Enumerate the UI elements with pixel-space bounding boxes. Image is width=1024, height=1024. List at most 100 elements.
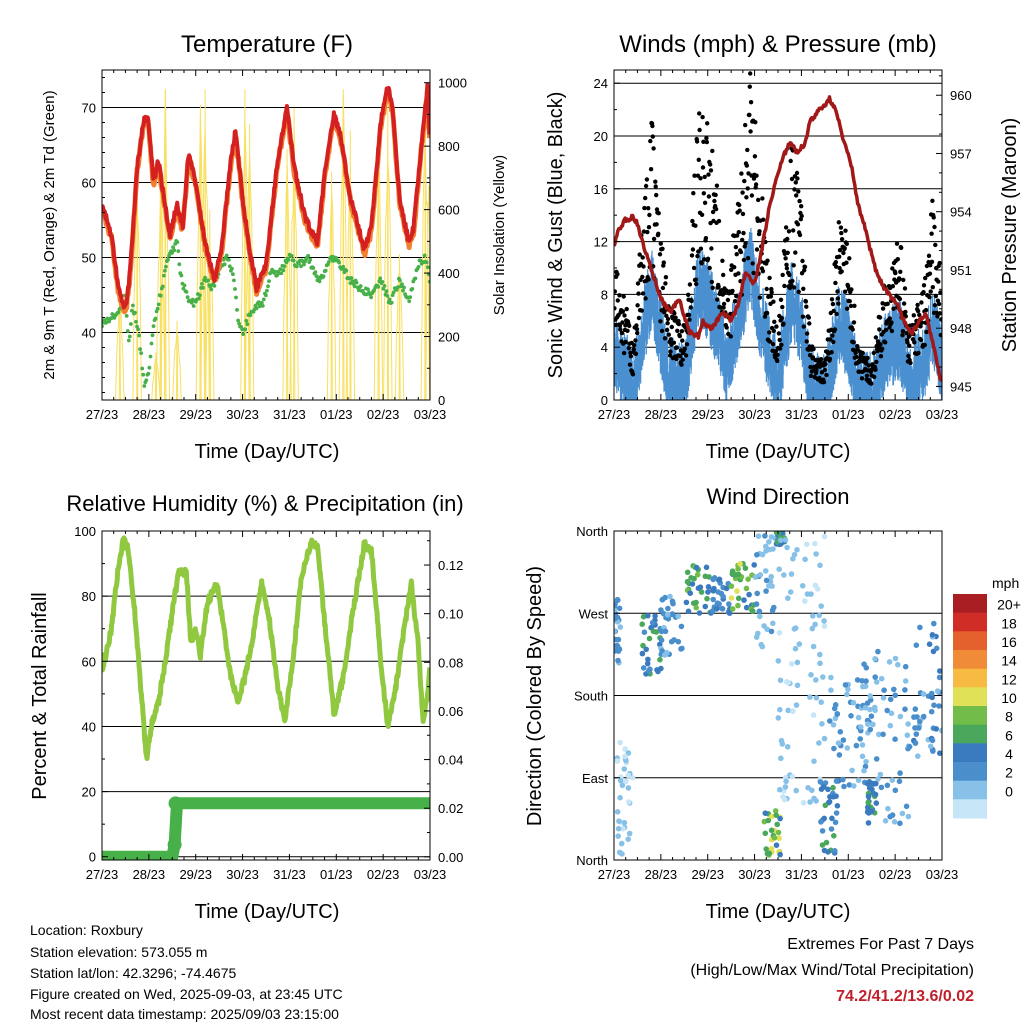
wind-direction-point xyxy=(818,819,824,825)
wind-direction-point xyxy=(646,635,653,642)
wind-direction-point xyxy=(906,743,913,750)
gust-point xyxy=(922,342,927,348)
humidity-panel: Relative Humidity (%) & Precipitation (i… xyxy=(29,491,464,923)
gust-point xyxy=(921,283,927,288)
gust-point xyxy=(927,294,932,300)
dewpoint-point xyxy=(279,271,284,276)
gust-point xyxy=(615,298,620,303)
dewpoint-point xyxy=(134,319,138,324)
dewpoint-point xyxy=(337,260,341,265)
gust-point xyxy=(938,290,942,295)
gust-point xyxy=(660,285,666,291)
wind-direction-point xyxy=(621,766,628,772)
gust-point xyxy=(841,250,846,256)
wind-direction-point xyxy=(753,601,760,607)
wind-direction-point xyxy=(867,726,874,733)
wind-direction-point xyxy=(802,598,808,604)
colorbar-swatch xyxy=(953,762,987,782)
wind-direction-point xyxy=(873,756,880,762)
wind-direction-point xyxy=(778,755,784,762)
wind-direction-point xyxy=(821,784,827,790)
dewpoint-point xyxy=(284,260,289,265)
gust-point xyxy=(782,283,787,289)
gust-point xyxy=(666,332,671,337)
temperature-panel: Temperature (F) Time (Day/UTC) 2m & 9m T… xyxy=(41,31,508,463)
wind-direction-point xyxy=(625,785,632,791)
wind-direction-point xyxy=(889,777,896,783)
gust-point xyxy=(636,315,642,321)
wind-direction-point xyxy=(823,839,830,846)
dewpoint-point xyxy=(241,332,246,337)
gust-point xyxy=(701,139,706,144)
wind-direction-point xyxy=(794,682,801,689)
wind-direction-point xyxy=(830,784,836,791)
gust-point xyxy=(653,184,658,189)
wind-direction-point xyxy=(876,731,882,738)
wind-direction-point xyxy=(792,645,799,652)
wind-direction-point xyxy=(880,695,887,701)
wind-direction-point xyxy=(763,846,769,852)
wind-direction-point xyxy=(614,607,617,614)
gust-point xyxy=(796,189,801,194)
wind-direction-point xyxy=(928,690,935,697)
gust-point xyxy=(750,261,755,266)
gust-point xyxy=(645,229,650,235)
wind-direction-point xyxy=(728,595,735,601)
gust-point xyxy=(851,320,857,325)
dewpoint-point xyxy=(278,267,283,271)
y-tick-label: 0 xyxy=(601,393,608,408)
gust-point xyxy=(929,231,934,236)
gust-point xyxy=(729,267,734,272)
gust-point xyxy=(706,194,712,199)
wind-direction-point xyxy=(884,707,890,714)
wind-direction-point xyxy=(887,696,894,703)
gust-point xyxy=(930,198,935,203)
gust-point xyxy=(787,272,792,278)
gust-point xyxy=(686,292,691,297)
gust-point xyxy=(794,193,799,198)
y-tick-label: 40 xyxy=(82,719,96,734)
wind-direction-point xyxy=(737,561,743,567)
dewpoint-point xyxy=(137,333,142,338)
x-tick-label: 02/23 xyxy=(367,407,400,422)
wind-direction-point xyxy=(787,589,794,595)
gust-point xyxy=(632,343,637,348)
wind-direction-point xyxy=(693,604,699,611)
gust-point xyxy=(641,264,646,269)
gust-point xyxy=(728,334,733,339)
wind-direction-point xyxy=(768,573,774,580)
gust-point xyxy=(676,321,682,327)
wind-direction-point xyxy=(859,753,866,760)
wind-direction-point xyxy=(819,828,826,834)
gust-point xyxy=(667,353,673,358)
wind-direction-point xyxy=(834,711,840,717)
gust-point xyxy=(643,183,649,189)
wind-direction-point xyxy=(690,600,697,606)
dewpoint-point xyxy=(261,297,266,302)
wind-direction-point xyxy=(808,672,814,678)
wind-direction-point xyxy=(684,578,691,585)
wind-direction-point xyxy=(777,786,783,793)
dewpoint-point xyxy=(294,264,299,269)
wind-direction-point xyxy=(934,688,941,694)
extremes-values: 74.2/41.2/13.6/0.02 xyxy=(836,988,974,1005)
wind-direction-point xyxy=(891,686,897,693)
wind-direction-point xyxy=(840,737,847,743)
dewpoint-point xyxy=(317,279,322,284)
wind-direction-point xyxy=(777,706,783,713)
gust-point xyxy=(823,361,828,367)
gust-point xyxy=(783,256,788,261)
dewpoint-point xyxy=(126,338,131,343)
gust-point xyxy=(732,265,737,270)
gust-point xyxy=(674,345,679,350)
wind-direction-point xyxy=(885,805,891,812)
gust-point xyxy=(771,328,776,334)
wind-direction-point xyxy=(857,736,863,742)
dewpoint-point xyxy=(171,245,176,250)
wind-direction-point xyxy=(902,706,908,712)
colorbar-swatch xyxy=(953,612,987,632)
wind-direction-point xyxy=(836,752,843,758)
gust-point xyxy=(777,337,782,343)
dewpoint-point xyxy=(387,297,392,302)
dewpoint-point xyxy=(354,280,359,285)
